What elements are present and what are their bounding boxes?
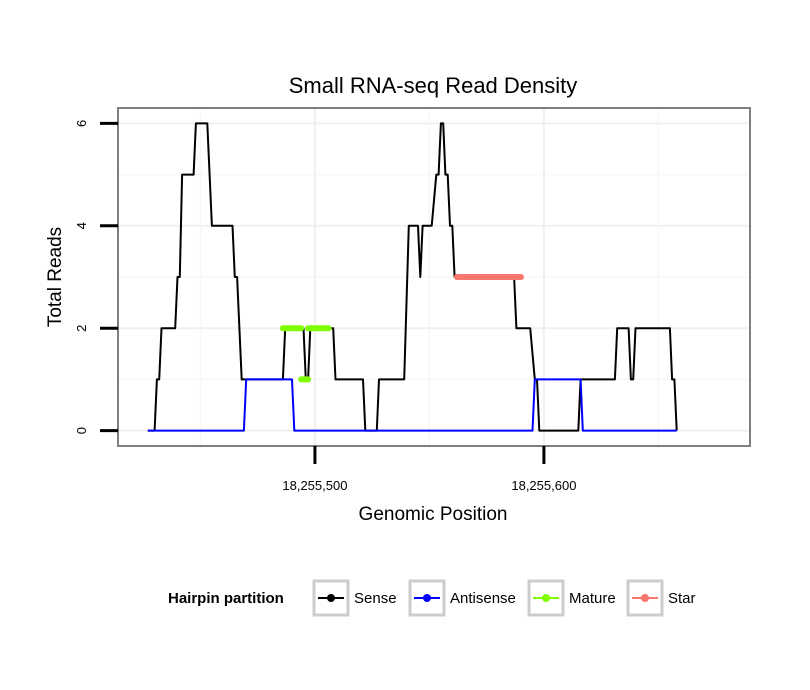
legend: Hairpin partition Sense Antisense Mature St… <box>168 579 696 617</box>
legend-key-point-star <box>641 594 649 602</box>
y-tick-label: 6 <box>74 120 89 127</box>
legend-label-star: Star <box>668 590 696 607</box>
plot-border <box>117 107 751 447</box>
y-tick-label: 4 <box>74 222 89 229</box>
series-line-antisense <box>147 378 677 432</box>
legend-label-mature: Mature <box>569 590 616 607</box>
grid-lines <box>118 108 750 446</box>
y-axis: 0 2 4 6 <box>74 120 118 434</box>
series-line-sense <box>147 122 678 432</box>
legend-label-antisense: Antisense <box>450 590 516 607</box>
x-tick-label: 18,255,500 <box>282 478 347 493</box>
legend-key-point-mature <box>542 594 550 602</box>
legend-key-point-sense <box>327 594 335 602</box>
series-layer <box>147 122 678 432</box>
x-tick-label: 18,255,600 <box>511 478 576 493</box>
legend-key-point-antisense <box>423 594 431 602</box>
y-tick-label: 2 <box>74 325 89 332</box>
y-tick-label: 0 <box>74 427 89 434</box>
legend-label-sense: Sense <box>354 590 397 607</box>
chart-title: Small RNA-seq Read Density <box>289 73 578 98</box>
legend-title: Hairpin partition <box>168 590 284 607</box>
y-axis-title: Total Reads <box>45 227 66 327</box>
x-axis: 18,255,500 18,255,600 <box>282 446 576 493</box>
x-axis-title: Genomic Position <box>359 504 508 525</box>
